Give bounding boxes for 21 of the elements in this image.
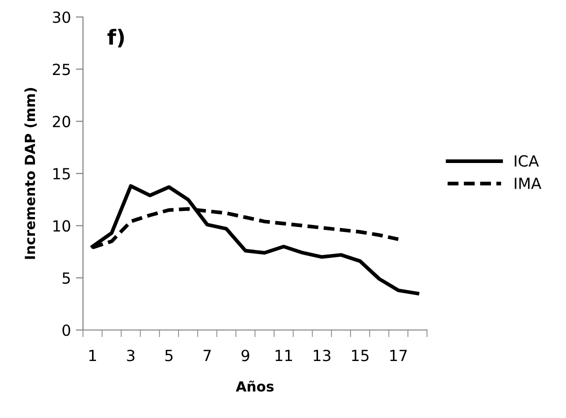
- y-tick-label: 10: [53, 220, 70, 232]
- x-tick-label: 1: [89, 350, 96, 362]
- x-tick-label: 3: [127, 350, 134, 362]
- y-tick-label: 0: [62, 324, 70, 336]
- legend-label: IMA: [514, 178, 542, 189]
- x-axis-title: Años: [236, 380, 274, 392]
- y-axis-title: Incremento DAP (mm): [24, 88, 37, 259]
- y-tick-label: 25: [52, 64, 70, 76]
- x-tick-label: 7: [204, 350, 211, 362]
- y-tick-label: 15: [53, 168, 70, 180]
- x-tick-label: 9: [242, 350, 250, 362]
- x-tick-label: 11: [276, 350, 292, 362]
- x-tick-label: 13: [314, 350, 330, 362]
- legend-label: ICA: [514, 155, 539, 167]
- x-tick-label: 5: [165, 350, 173, 362]
- y-tick-label: 20: [52, 116, 70, 128]
- y-tick-label: 5: [62, 272, 70, 284]
- y-tick-label: 30: [52, 11, 70, 24]
- x-tick-label: 15: [352, 350, 368, 362]
- x-tick-label: 17: [390, 350, 407, 362]
- annotation: f): [107, 28, 124, 48]
